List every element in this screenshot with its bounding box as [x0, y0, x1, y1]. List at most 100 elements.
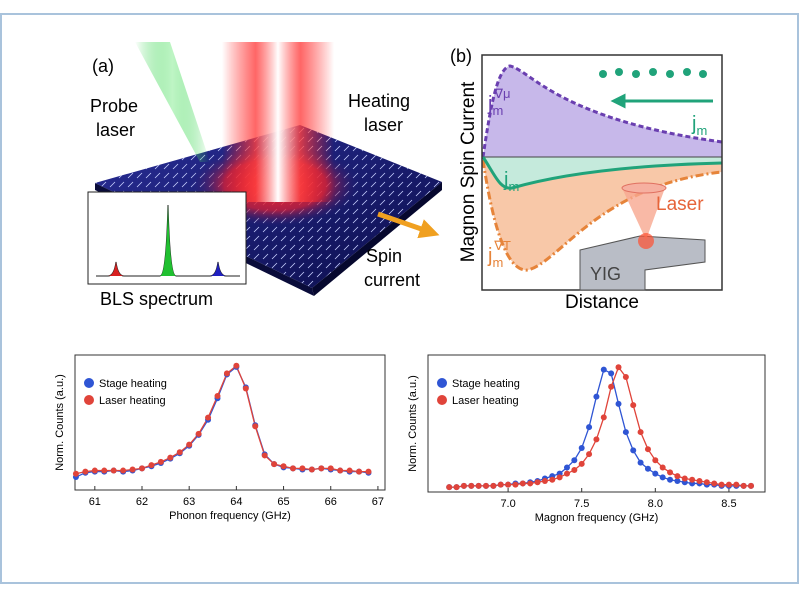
- data-point: [593, 436, 600, 443]
- legend-marker: [437, 395, 447, 405]
- x-tick-label: 7.0: [500, 498, 515, 510]
- data-point: [148, 462, 155, 469]
- laser-cone: [622, 188, 665, 240]
- legend-marker: [437, 378, 447, 388]
- subscript: m: [492, 255, 503, 270]
- data-point: [674, 473, 681, 480]
- heating-beam: [222, 42, 334, 202]
- current-label: jm: [691, 113, 707, 138]
- plot-frame: [427, 354, 766, 493]
- legend-marker: [84, 378, 94, 388]
- data-point: [527, 480, 534, 487]
- data-point: [541, 477, 548, 484]
- data-point: [630, 447, 637, 454]
- data-point: [327, 465, 334, 472]
- data-point: [586, 451, 593, 458]
- data-point: [233, 362, 240, 369]
- data-point: [468, 482, 475, 489]
- data-point: [167, 454, 174, 461]
- x-tick-label: 8.0: [648, 498, 663, 510]
- x-axis-label: Magnon frequency (GHz): [535, 512, 659, 524]
- data-point: [101, 467, 108, 474]
- data-point: [578, 460, 585, 467]
- j-mu-curve: [481, 64, 723, 158]
- symbol: j: [503, 169, 508, 191]
- data-point: [637, 429, 644, 436]
- data-point: [512, 481, 519, 488]
- panel-a: (a) Probe laser Heating laser Spin curre…: [87, 42, 442, 309]
- spins: [599, 68, 707, 78]
- data-point: [223, 370, 230, 377]
- heating-label: laser: [364, 115, 403, 135]
- data-point: [622, 374, 629, 381]
- subscript: m: [508, 179, 519, 194]
- data-point: [748, 482, 755, 489]
- panel-label: (b): [450, 46, 472, 66]
- data-point: [195, 430, 202, 437]
- data-point: [110, 467, 117, 474]
- frame: [0, 13, 799, 584]
- x-axis-label: Phonon frequency (GHz): [169, 510, 291, 522]
- data-point: [659, 474, 666, 481]
- data-point: [571, 466, 578, 473]
- j-curve: [481, 156, 723, 190]
- superscript: ∇T: [493, 238, 511, 253]
- data-point: [534, 479, 541, 486]
- data-point: [563, 470, 570, 477]
- laser-label: Laser: [656, 194, 704, 215]
- panel-label: (a): [92, 56, 114, 76]
- data-point: [261, 452, 268, 459]
- data-point: [475, 482, 482, 489]
- data-point: [630, 402, 637, 409]
- spin-label: current: [364, 270, 420, 290]
- data-point: [252, 423, 259, 430]
- subscript: m: [492, 103, 503, 118]
- data-point: [446, 484, 453, 491]
- x-tick-label: 61: [89, 496, 101, 508]
- probe-beam: [135, 42, 210, 162]
- data-point: [337, 467, 344, 474]
- legend-marker: [84, 395, 94, 405]
- data-point: [667, 476, 674, 483]
- data-point: [703, 479, 710, 486]
- j-mu-area: [483, 66, 722, 157]
- data-point: [490, 482, 497, 489]
- peak: [210, 262, 226, 276]
- symbol: j: [487, 93, 492, 115]
- x-tick-label: 67: [372, 496, 384, 508]
- data-point: [157, 458, 164, 465]
- data-point: [271, 461, 278, 468]
- data-point: [72, 470, 79, 477]
- data-point: [718, 481, 725, 488]
- plot-frame: [74, 354, 386, 491]
- yig-label: YIG: [590, 264, 621, 284]
- data-point: [608, 383, 615, 390]
- data-point: [586, 424, 593, 431]
- data-point: [563, 464, 570, 471]
- panel-b: (b) Magnon Spin Current Distance Laser Y…: [450, 46, 723, 313]
- laser-spot: [638, 233, 654, 249]
- peak: [160, 205, 176, 276]
- data-point: [129, 466, 136, 473]
- current-label: jm ∇T: [487, 238, 511, 270]
- data-point: [214, 393, 221, 400]
- data-point: [460, 482, 467, 489]
- x-axis-label: Distance: [565, 292, 639, 313]
- peak: [108, 262, 124, 276]
- current-label: jm ∇μ: [487, 86, 510, 118]
- current-label: jm: [503, 169, 519, 194]
- lens: [621, 182, 667, 194]
- data-point: [615, 364, 622, 371]
- data-point: [318, 465, 325, 472]
- data-point: [644, 446, 651, 453]
- data-point: [600, 414, 607, 421]
- superscript: ∇μ: [493, 86, 510, 101]
- data-point: [280, 463, 287, 470]
- spin-label: Spin: [366, 246, 402, 266]
- data-point: [308, 466, 315, 473]
- slab-side: [312, 182, 442, 296]
- y-axis-label: Norm. Counts (a.u.): [407, 375, 419, 472]
- data-point: [644, 465, 651, 472]
- data-point: [505, 481, 512, 488]
- data-point: [242, 385, 249, 392]
